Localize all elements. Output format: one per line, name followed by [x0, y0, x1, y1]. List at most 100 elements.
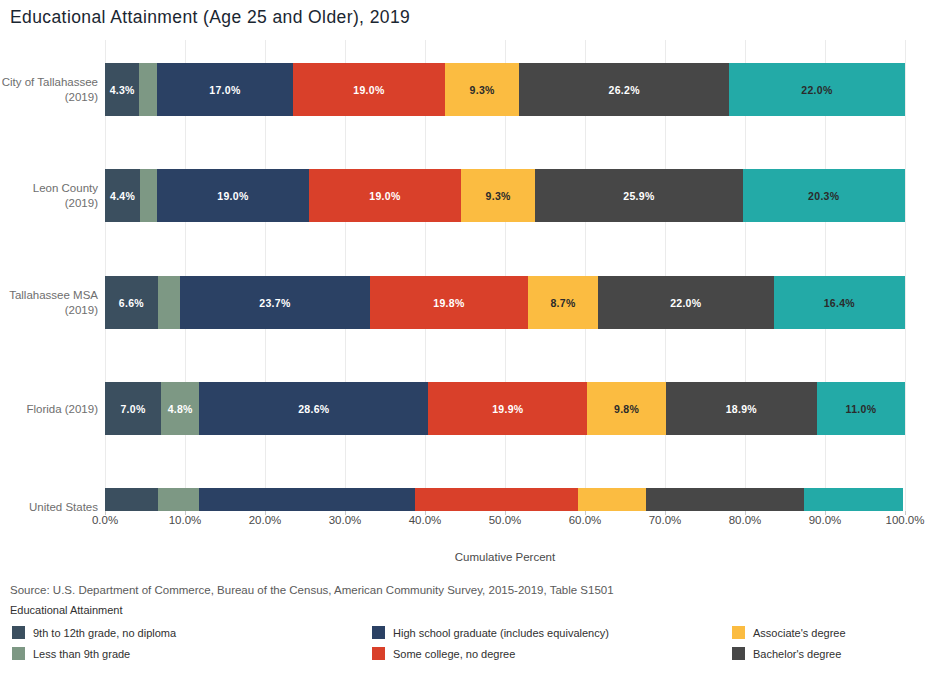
bar-segment-label: 20.3%	[808, 190, 839, 202]
legend-item[interactable]: High school graduate (includes equivalen…	[372, 626, 609, 639]
legend-swatch	[12, 626, 25, 639]
legend-item[interactable]: Less than 9th grade	[12, 647, 130, 660]
bar-segment[interactable]	[105, 488, 158, 511]
bar-segment[interactable]: 7.0%	[105, 382, 161, 435]
bar-segment[interactable]	[415, 488, 578, 511]
legend-label: Associate's degree	[753, 627, 846, 639]
bar-segment[interactable]: 4.8%	[161, 382, 199, 435]
row-label: Florida (2019)	[0, 401, 98, 416]
bar-segment-label: 9.3%	[470, 84, 495, 96]
bar-segment[interactable]: 25.9%	[535, 169, 742, 222]
bar-segment-label: 11.0%	[846, 403, 877, 415]
x-tick-label: 0.0%	[92, 514, 118, 526]
bar-segment[interactable]: 22.0%	[729, 63, 905, 116]
bar-segment-label: 19.0%	[217, 190, 248, 202]
legend-item[interactable]: Bachelor's degree	[732, 647, 841, 660]
bar-segment[interactable]	[158, 276, 180, 329]
bar-row: 4.3% 17.0% 19.0% 9.3% 26.2% 22.0%	[105, 63, 905, 116]
x-tick-label: 100.0%	[885, 514, 924, 526]
bar-segment[interactable]: 18.9%	[666, 382, 817, 435]
row-label-line: City of Tallahassee	[0, 75, 98, 90]
bar-segment[interactable]: 19.0%	[309, 169, 461, 222]
bar-segment-label: 9.8%	[614, 403, 639, 415]
bar-row: 7.0% 4.8% 28.6% 19.9% 9.8% 18.9% 11.0%	[105, 382, 905, 435]
chart-viewport: City of Tallahassee(2019)Leon County(201…	[0, 40, 943, 511]
bar-segment-label: 28.6%	[298, 403, 329, 415]
legend-label: Less than 9th grade	[33, 648, 130, 660]
bar-row: 6.6% 23.7% 19.8% 8.7% 22.0% 16.4%	[105, 276, 905, 329]
bar-segment[interactable]: 28.6%	[199, 382, 428, 435]
row-label-line: United States	[0, 499, 98, 511]
legend-label: 9th to 12th grade, no diploma	[33, 627, 176, 639]
legend-swatch	[732, 647, 745, 660]
bar-segment[interactable]: 17.0%	[157, 63, 293, 116]
bar-segment-label: 16.4%	[824, 297, 855, 309]
bar-segment-label: 19.8%	[433, 297, 464, 309]
source-caption: Source: U.S. Department of Commerce, Bur…	[10, 584, 614, 596]
bar-segment-label: 7.0%	[120, 403, 145, 415]
x-tick-label: 20.0%	[249, 514, 282, 526]
row-label: Leon County(2019)	[0, 181, 98, 211]
legend-swatch	[12, 647, 25, 660]
chart-title: Educational Attainment (Age 25 and Older…	[10, 7, 410, 28]
bar-segment-label: 17.0%	[209, 84, 240, 96]
bar-segment-label: 18.9%	[726, 403, 757, 415]
bar-segment[interactable]: 26.2%	[519, 63, 729, 116]
legend-item[interactable]: Associate's degree	[732, 626, 846, 639]
bar-segment[interactable]: 11.0%	[817, 382, 905, 435]
bar-segment[interactable]	[578, 488, 646, 511]
bar-segment-label: 19.0%	[369, 190, 400, 202]
x-tick-label: 30.0%	[329, 514, 362, 526]
bar-segment[interactable]	[804, 488, 903, 511]
bar-segment-label: 26.2%	[609, 84, 640, 96]
row-label-line: Tallahassee MSA	[0, 288, 98, 303]
bar-segment[interactable]: 23.7%	[180, 276, 370, 329]
bar-segment[interactable]: 20.3%	[743, 169, 905, 222]
legend-item[interactable]: 9th to 12th grade, no diploma	[12, 626, 176, 639]
bar-segment[interactable]: 9.3%	[461, 169, 535, 222]
row-label-line: Leon County	[0, 181, 98, 196]
x-tick-label: 80.0%	[729, 514, 762, 526]
bar-segment[interactable]	[199, 488, 415, 511]
row-label-line: Florida (2019)	[0, 401, 98, 416]
bar-segment-label: 22.0%	[670, 297, 701, 309]
bar-segment[interactable]: 19.0%	[293, 63, 445, 116]
bar-row: 4.4% 19.0% 19.0% 9.3%25.9% 20.3%	[105, 169, 905, 222]
bar-segment[interactable]: 19.8%	[370, 276, 528, 329]
bar-segment[interactable]: 6.6%	[105, 276, 158, 329]
bar-row	[105, 488, 905, 511]
bar-segment-label: 6.6%	[119, 297, 144, 309]
bar-segment[interactable]: 22.0%	[598, 276, 774, 329]
bar-segment[interactable]: 8.7%	[528, 276, 598, 329]
x-tick-label: 60.0%	[569, 514, 602, 526]
bar-segment-label: 19.0%	[353, 84, 384, 96]
bar-segment[interactable]: 16.4%	[774, 276, 905, 329]
bar-segment[interactable]	[646, 488, 804, 511]
legend-label: High school graduate (includes equivalen…	[393, 627, 609, 639]
row-label: City of Tallahassee(2019)	[0, 75, 98, 105]
bar-segment[interactable]	[140, 169, 157, 222]
bar-segment[interactable]	[158, 488, 199, 511]
bar-segment[interactable]: 19.0%	[157, 169, 309, 222]
row-label: United States	[0, 499, 98, 511]
bar-segment[interactable]: 19.9%	[428, 382, 587, 435]
gridline	[905, 40, 906, 511]
x-tick-label: 90.0%	[809, 514, 842, 526]
bar-segment[interactable]: 9.3%	[445, 63, 519, 116]
bar-segment-label: 4.3%	[110, 84, 135, 96]
row-label: Tallahassee MSA(2019)	[0, 288, 98, 318]
bar-segment[interactable]	[139, 63, 157, 116]
bar-segment[interactable]: 4.4%	[105, 169, 140, 222]
bar-segment[interactable]: 4.3%	[105, 63, 139, 116]
bar-segment-label: 4.8%	[168, 403, 193, 415]
x-tick-label: 40.0%	[409, 514, 442, 526]
bar-segment[interactable]: 9.8%	[587, 382, 665, 435]
row-label-line: (2019)	[0, 303, 98, 318]
bar-segment-label: 23.7%	[259, 297, 290, 309]
legend-title: Educational Attainment	[10, 604, 123, 616]
bar-segment-label: 8.7%	[550, 297, 575, 309]
row-label-line: (2019)	[0, 196, 98, 211]
legend-item[interactable]: Some college, no degree	[372, 647, 515, 660]
bar-segment-label: 4.4%	[110, 190, 135, 202]
x-tick-label: 10.0%	[169, 514, 202, 526]
